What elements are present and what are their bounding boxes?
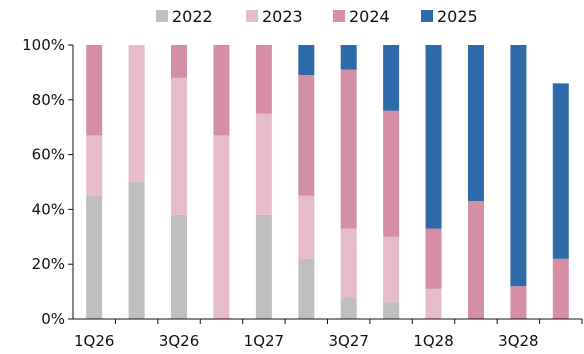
bar-3q26-2022 <box>171 214 188 319</box>
bar-2q27-2023 <box>298 195 315 259</box>
y-tick-label-60-: 60% <box>32 146 65 164</box>
bar-1q27-2023 <box>255 113 272 215</box>
legend-swatch-2023 <box>246 10 258 22</box>
x-tick-label-1q26: 1Q26 <box>74 332 114 350</box>
bar-4q26-2024 <box>213 45 230 136</box>
y-tick-label-80-: 80% <box>32 91 65 109</box>
bar-2q28-2024 <box>467 201 484 319</box>
bar-4q27-2025 <box>383 45 400 111</box>
bars <box>86 45 569 319</box>
bar-4q26-2023 <box>213 135 230 319</box>
bar-1q26-2024 <box>86 45 103 136</box>
legend-label-2024: 2024 <box>349 7 390 26</box>
bar-4q28-2024 <box>552 258 569 319</box>
bar-2q27-2025 <box>298 45 315 76</box>
x-tick-label-3q28: 3Q28 <box>498 332 538 350</box>
bar-3q28-2024 <box>510 286 527 319</box>
bar-3q27-2024 <box>340 69 357 229</box>
legend: 2022 2023 2024 2025 <box>156 7 478 26</box>
bar-3q27-2025 <box>340 45 357 70</box>
bar-2q27-2022 <box>298 258 315 319</box>
bar-2q26-2022 <box>128 182 145 319</box>
bar-4q27-2024 <box>383 110 400 237</box>
bar-3q26-2024 <box>171 45 188 78</box>
x-tick-label-3q26: 3Q26 <box>159 332 199 350</box>
bar-1q28-2025 <box>425 45 442 229</box>
bar-1q26-2022 <box>86 195 103 319</box>
bar-3q28-2025 <box>510 45 527 287</box>
bar-1q26-2023 <box>86 135 103 196</box>
y-tick-label-100-: 100% <box>22 36 65 54</box>
legend-swatch-2022 <box>156 10 168 22</box>
bar-4q27-2022 <box>383 302 400 319</box>
bar-3q27-2022 <box>340 297 357 319</box>
legend-label-2022: 2022 <box>172 7 213 26</box>
legend-label-2025: 2025 <box>437 7 478 26</box>
axes: 0% 20% 40% 60% 80% 100% 1Q26 3Q26 1Q27 3Q27 1Q28 3Q… <box>22 36 583 350</box>
x-tick-label-1q27: 1Q27 <box>244 332 284 350</box>
bar-2q28-2025 <box>467 45 484 202</box>
bar-1q27-2024 <box>255 45 272 114</box>
legend-swatch-2025 <box>421 10 433 22</box>
legend-swatch-2024 <box>333 10 345 22</box>
bar-1q27-2022 <box>255 214 272 319</box>
bar-1q28-2024 <box>425 228 442 289</box>
bar-4q28-2025 <box>552 83 569 259</box>
bar-3q26-2023 <box>171 77 188 215</box>
bar-3q27-2023 <box>340 228 357 298</box>
x-tick-label-1q28: 1Q28 <box>413 332 453 350</box>
y-tick-label-40-: 40% <box>32 200 65 218</box>
bar-2q27-2024 <box>298 75 315 196</box>
y-tick-label-20-: 20% <box>32 255 65 273</box>
legend-label-2023: 2023 <box>262 7 303 26</box>
x-tick-label-3q27: 3Q27 <box>328 332 368 350</box>
bar-2q26-2023 <box>128 45 145 182</box>
bar-1q28-2023 <box>425 288 442 319</box>
y-tick-label-0-: 0% <box>41 310 65 328</box>
bar-4q27-2023 <box>383 236 400 303</box>
